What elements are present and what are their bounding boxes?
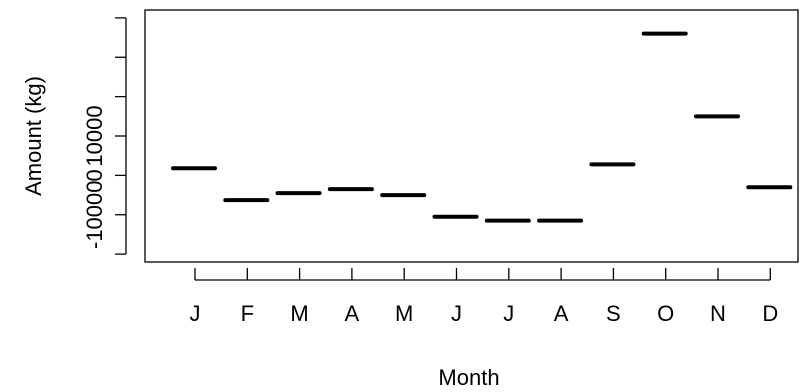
x-tick-label: J	[503, 301, 514, 326]
x-tick-label: D	[762, 301, 778, 326]
x-tick-label: N	[710, 301, 726, 326]
x-axis-label: Month	[438, 365, 499, 390]
y-axis-label: Amount (kg)	[21, 76, 46, 196]
x-tick-label: M	[290, 301, 308, 326]
data-marks	[171, 31, 793, 223]
y-tick-label: 10000	[82, 105, 107, 166]
x-tick-label: S	[606, 301, 621, 326]
y-tick-label: -10000	[82, 180, 107, 249]
plot-frame	[144, 9, 799, 263]
y-tick-label: 0	[82, 169, 107, 181]
x-tick-label: M	[395, 301, 413, 326]
x-tick-label: J	[190, 301, 201, 326]
x-tick-label: A	[345, 301, 360, 326]
x-tick-label: F	[241, 301, 254, 326]
x-tick-label: J	[451, 301, 462, 326]
x-tick-label: A	[554, 301, 569, 326]
x-tick-label: O	[657, 301, 674, 326]
